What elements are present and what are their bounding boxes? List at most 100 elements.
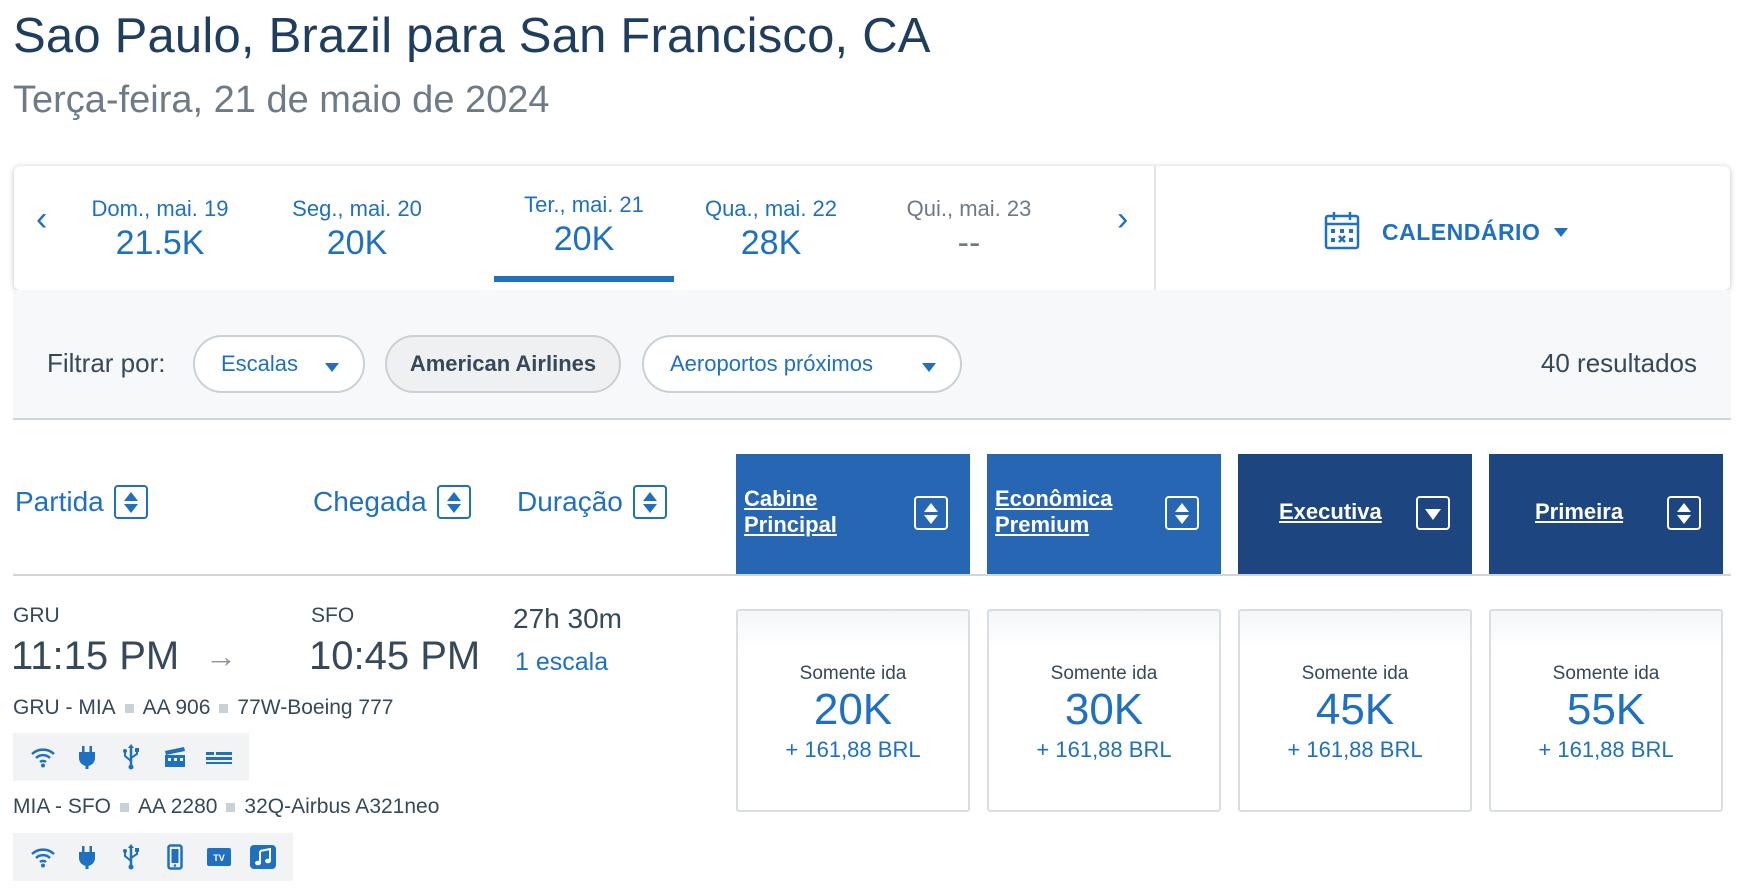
aircraft-link[interactable]: 77W-Boeing 777 (237, 696, 394, 719)
segment-info: GRU - MIA AA 906 77W-Boeing 777 (13, 696, 393, 720)
fare-option-business[interactable]: Somente ida 45K + 161,88 BRL (1238, 609, 1472, 812)
date-option-may-21-selected[interactable]: Ter., mai. 21 20K (494, 192, 674, 259)
stops-details-link[interactable]: 1 escala (515, 648, 609, 676)
date-option-may-20[interactable]: Seg., mai. 20 20K (267, 196, 447, 263)
svg-text:TV: TV (213, 853, 225, 863)
nearby-airports-dropdown[interactable]: Aeroportos próximos (642, 335, 962, 393)
date-selector: ‹ Dom., mai. 19 21.5K Seg., mai. 20 20K … (14, 166, 1730, 290)
fare-label: Somente ida (799, 663, 907, 684)
date-option-may-23[interactable]: Qui., mai. 23 -- (879, 196, 1059, 263)
fare-option-first[interactable]: Somente ida 55K + 161,88 BRL (1489, 609, 1723, 812)
date-price: -- (957, 224, 981, 262)
separator (226, 802, 236, 812)
stops-filter-label: Escalas (221, 351, 299, 376)
cabin-header-label: Primeira (1535, 499, 1624, 524)
airline-filter-chip[interactable]: American Airlines (385, 335, 621, 393)
date-price: 20K (553, 220, 615, 258)
next-dates-button[interactable]: › (1117, 200, 1129, 238)
departure-time: 11:15 PM (11, 634, 180, 678)
wifi-icon[interactable] (21, 835, 65, 879)
fare-miles: 55K (1566, 685, 1646, 734)
fare-label: Somente ida (1301, 663, 1409, 684)
separator (219, 703, 229, 713)
divider (1154, 166, 1156, 290)
selected-date-indicator (494, 276, 674, 282)
fare-tax: + 161,88 BRL (1538, 737, 1674, 762)
origin-airport: GRU (13, 604, 60, 627)
arrow-right-icon: → (205, 638, 237, 674)
stops-filter-dropdown[interactable]: Escalas (193, 335, 365, 393)
fare-label: Somente ida (1552, 663, 1660, 684)
sort-icon (1667, 496, 1701, 530)
usb-icon[interactable] (109, 735, 153, 779)
date-label: Qua., mai. 22 (704, 196, 838, 221)
cabin-header-label: Econômica Premium (995, 486, 1113, 537)
segment-route: MIA - SFO (13, 795, 112, 818)
date-price: 21.5K (115, 224, 205, 262)
power-outlet-icon[interactable] (65, 835, 109, 879)
date-price: 28K (740, 224, 802, 262)
segment-info: MIA - SFO AA 2280 32Q-Airbus A321neo (13, 795, 439, 819)
cabin-header-label: Cabine Principal (744, 486, 837, 537)
separator (124, 703, 134, 713)
flight-duration: 27h 30m (513, 603, 622, 634)
filter-bar: Filtrar por: Escalas American Airlines A… (13, 290, 1731, 420)
previous-dates-button[interactable]: ‹ (36, 200, 48, 238)
device-entertainment-icon[interactable] (153, 835, 197, 879)
tv-icon[interactable]: TV (197, 835, 241, 879)
sort-icon (632, 485, 667, 519)
page-title: Sao Paulo, Brazil para San Francisco, CA (13, 9, 931, 63)
fare-miles: 20K (813, 685, 893, 734)
music-icon[interactable] (241, 835, 285, 879)
fare-miles: 30K (1064, 685, 1144, 734)
sort-icon (113, 485, 148, 519)
sort-icon (436, 485, 471, 519)
separator (120, 802, 130, 812)
lie-flat-seat-icon[interactable] (197, 735, 241, 779)
sort-by-duration[interactable]: Duração (517, 485, 667, 519)
date-option-may-22[interactable]: Qua., mai. 22 28K (681, 196, 861, 263)
fare-tax: + 161,88 BRL (785, 737, 921, 762)
departure-header-label: Partida (15, 486, 104, 517)
filter-label: Filtrar por: (47, 348, 166, 378)
chevron-down-icon (325, 363, 339, 372)
sort-icon (914, 496, 948, 530)
usb-icon[interactable] (109, 835, 153, 879)
cabin-header-first[interactable]: Primeira (1489, 454, 1723, 574)
segment-route: GRU - MIA (13, 696, 116, 719)
divider (13, 574, 1731, 576)
results-count: 40 resultados (1540, 348, 1697, 378)
arrival-time: 10:45 PM (309, 634, 481, 678)
page-subtitle: Terça-feira, 21 de maio de 2024 (13, 79, 550, 121)
cabin-header-main-cabin[interactable]: Cabine Principal (736, 454, 970, 574)
date-option-may-19[interactable]: Dom., mai. 19 21.5K (70, 196, 250, 263)
airline-filter-label: American Airlines (409, 351, 597, 376)
date-price: 20K (326, 224, 388, 262)
nearby-airports-label: Aeroportos próximos (670, 351, 873, 376)
flight-number: AA 2280 (138, 795, 218, 818)
power-outlet-icon[interactable] (65, 735, 109, 779)
cabin-header-premium-economy[interactable]: Econômica Premium (987, 454, 1221, 574)
calendar-icon (1324, 210, 1360, 255)
destination-airport: SFO (311, 604, 355, 627)
amenities-row: TV (13, 833, 293, 881)
fare-tax: + 161,88 BRL (1036, 737, 1172, 762)
fare-option-premium-economy[interactable]: Somente ida 30K + 161,88 BRL (987, 609, 1221, 812)
calendar-label: CALENDÁRIO (1382, 219, 1541, 245)
entertainment-icon[interactable] (153, 735, 197, 779)
sort-by-departure[interactable]: Partida (15, 485, 148, 519)
chevron-down-icon (922, 363, 936, 372)
date-label: Dom., mai. 19 (91, 196, 229, 221)
calendar-button[interactable]: CALENDÁRIO (1324, 210, 1569, 255)
flight-number: AA 906 (142, 696, 211, 719)
arrival-header-label: Chegada (313, 486, 427, 517)
wifi-icon[interactable] (21, 735, 65, 779)
sort-by-arrival[interactable]: Chegada (313, 485, 471, 519)
cabin-header-business[interactable]: Executiva (1238, 454, 1472, 574)
amenities-row (13, 733, 249, 781)
aircraft-link[interactable]: 32Q-Airbus A321neo (244, 795, 440, 818)
fare-miles: 45K (1315, 685, 1395, 734)
fare-option-main-cabin[interactable]: Somente ida 20K + 161,88 BRL (736, 609, 970, 812)
date-label: Ter., mai. 21 (524, 192, 644, 217)
chevron-down-icon (1554, 228, 1569, 237)
